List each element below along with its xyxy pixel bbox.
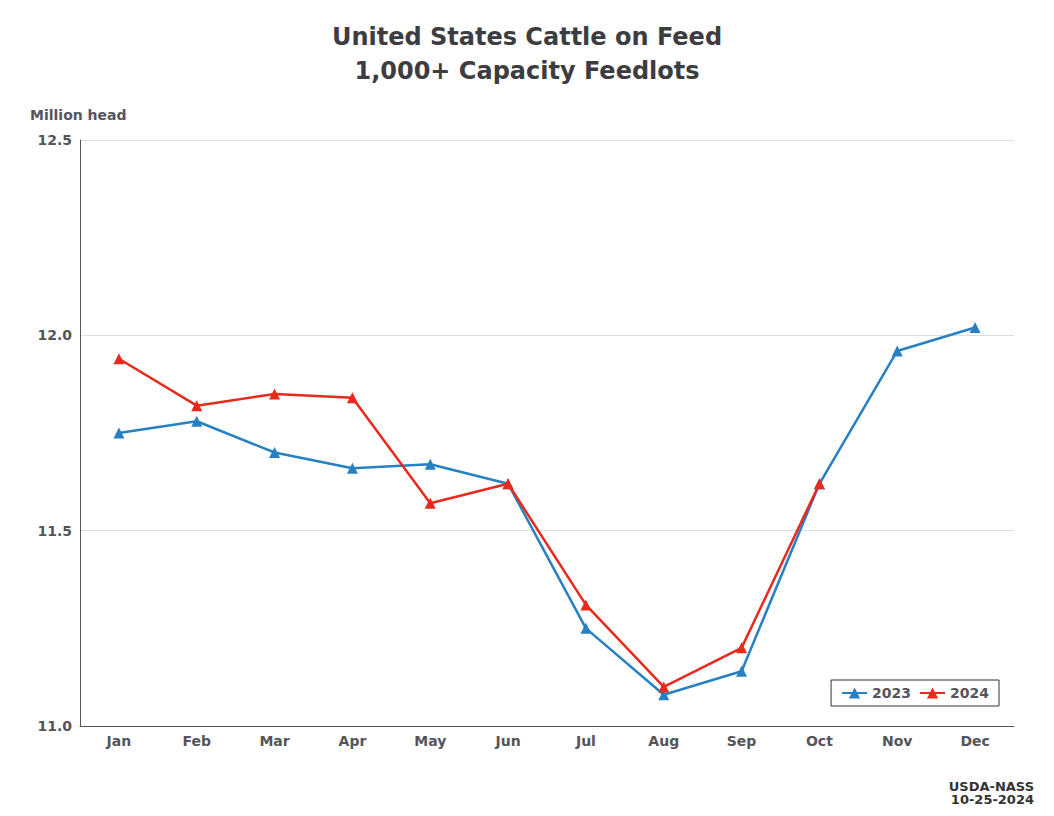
svg-text:Apr: Apr xyxy=(339,733,367,749)
svg-text:2024: 2024 xyxy=(950,685,989,701)
svg-text:Aug: Aug xyxy=(648,733,679,749)
svg-text:10-25-2024: 10-25-2024 xyxy=(951,792,1034,807)
svg-text:Feb: Feb xyxy=(182,733,211,749)
svg-text:11.5: 11.5 xyxy=(37,523,72,539)
svg-text:1,000+ Capacity Feedlots: 1,000+ Capacity Feedlots xyxy=(354,57,699,85)
svg-text:USDA-NASS: USDA-NASS xyxy=(948,779,1034,794)
svg-text:United States Cattle on Feed: United States Cattle on Feed xyxy=(332,23,722,51)
svg-text:12.5: 12.5 xyxy=(37,132,72,148)
svg-text:Jul: Jul xyxy=(575,733,596,749)
svg-text:11.0: 11.0 xyxy=(37,718,72,734)
svg-text:Mar: Mar xyxy=(259,733,289,749)
svg-text:Jun: Jun xyxy=(495,733,521,749)
svg-text:Jan: Jan xyxy=(106,733,132,749)
svg-text:Sep: Sep xyxy=(727,733,757,749)
svg-text:May: May xyxy=(414,733,446,749)
svg-text:Million head: Million head xyxy=(30,107,127,123)
svg-text:12.0: 12.0 xyxy=(37,327,72,343)
svg-text:Nov: Nov xyxy=(882,733,912,749)
svg-text:Dec: Dec xyxy=(960,733,989,749)
svg-text:Oct: Oct xyxy=(806,733,833,749)
svg-text:2023: 2023 xyxy=(872,685,911,701)
